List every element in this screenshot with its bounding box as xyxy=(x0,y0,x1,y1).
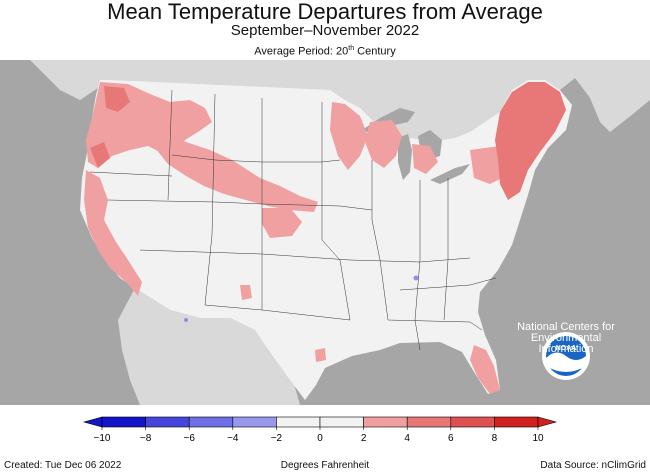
legend-tick-label: 2 xyxy=(361,433,367,444)
oregon-coast-warm xyxy=(90,142,110,168)
legend-swatch xyxy=(319,416,364,428)
legend-arrow-high xyxy=(537,416,558,428)
legend-tick-label: −10 xyxy=(94,433,111,444)
legend-tick-label: 8 xyxy=(492,433,498,444)
legend-tick-label: −2 xyxy=(271,433,283,444)
arizona-cool-spot xyxy=(184,318,188,322)
cool-spots xyxy=(184,275,419,322)
legend-tick-label: −8 xyxy=(140,433,152,444)
legend-swatches xyxy=(82,416,558,428)
texas-warm-spot xyxy=(315,348,326,362)
legend-swatch xyxy=(450,416,495,428)
legend-tick-label: −6 xyxy=(183,433,195,444)
legend-swatch xyxy=(406,416,452,428)
florida-warm xyxy=(470,345,500,394)
legend-tick-label: 0 xyxy=(317,433,323,444)
legend-swatch xyxy=(363,416,408,428)
map-subtitle: September–November 2022 xyxy=(230,22,420,39)
new-england-warm xyxy=(495,82,566,200)
legend-tick-label: 6 xyxy=(448,433,454,444)
legend-swatch xyxy=(494,416,539,428)
legend-swatch xyxy=(232,416,277,428)
legend-tick-label: 4 xyxy=(404,433,410,444)
lake-michigan xyxy=(398,134,412,180)
period-prefix: Average Period: 20 xyxy=(254,45,349,58)
tennessee-cool-spot xyxy=(413,275,419,281)
noaa-logo-label: NOAA xyxy=(556,345,577,352)
ncei-line-2: Environmental xyxy=(530,332,602,344)
washington-warm xyxy=(104,86,130,112)
wisconsin-michigan-warm xyxy=(365,120,402,168)
data-source: Data Source: nClimGrid xyxy=(540,460,646,471)
colorado-warm xyxy=(262,208,302,238)
ncei-line-3: Information xyxy=(538,343,594,355)
legend-swatch xyxy=(101,416,146,428)
period-suffix: Century xyxy=(354,45,396,58)
arizona-warm-spot xyxy=(240,285,252,300)
map-title: Mean Temperature Departures from Average xyxy=(107,0,543,24)
ncei-line-1: National Centers for xyxy=(517,321,615,333)
lower-michigan-warm xyxy=(412,144,438,174)
state-boundaries xyxy=(89,89,497,351)
mexico-land xyxy=(118,288,300,405)
legend-swatch xyxy=(188,416,234,428)
units-label: Degrees Fahrenheit xyxy=(280,460,370,471)
legend-tick-label: −4 xyxy=(227,433,239,444)
noaa-logo: NOAA xyxy=(542,332,590,380)
average-period: Average Period: 20th Century xyxy=(0,42,650,59)
minnesota-warm xyxy=(330,102,368,170)
legend-arrow-low xyxy=(82,416,103,428)
temperature-departure-map: NOAA xyxy=(0,60,650,405)
legend-swatch xyxy=(276,416,321,428)
warm-anomalies-4-6F xyxy=(90,82,566,200)
color-legend: −10 −8 −6 −4 −2 0 2 4 6 8 10 xyxy=(82,416,558,444)
created-date: Created: Tue Dec 06 2022 xyxy=(4,460,122,471)
legend-tick-labels: −10 −8 −6 −4 −2 0 2 4 6 8 10 xyxy=(94,427,544,444)
legend-swatch xyxy=(145,416,190,428)
california-warm xyxy=(84,170,142,296)
ncei-label: National Centers for Environmental Infor… xyxy=(512,322,620,355)
legend-tick-label: 10 xyxy=(532,433,544,444)
period-superscript: th xyxy=(348,45,355,52)
lake-erie xyxy=(430,164,470,184)
noaa-logo-bird xyxy=(546,352,586,372)
